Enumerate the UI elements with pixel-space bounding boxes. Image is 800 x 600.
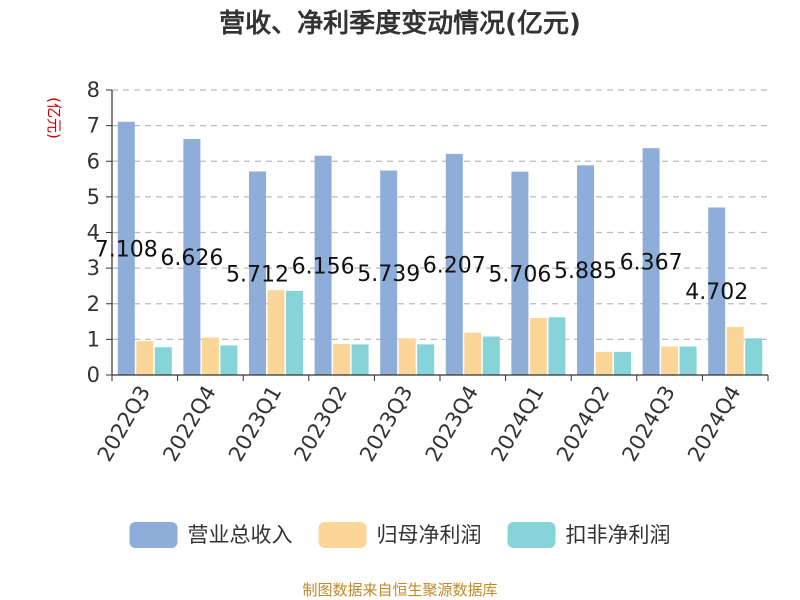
bar-3-2024Q2: [614, 351, 631, 375]
bar-3-2022Q4: [220, 345, 238, 375]
y-tick-label: 5: [87, 185, 100, 209]
bar-3-2023Q1: [286, 290, 303, 375]
bar-1-2023Q4: [445, 153, 463, 375]
grid: [112, 89, 768, 340]
source-note: 制图数据来自恒生聚源数据库: [302, 581, 497, 599]
data-label: 4.702: [685, 280, 748, 305]
x-tick-label: 2024Q1: [486, 382, 548, 466]
x-tick-label: 2023Q2: [289, 382, 351, 466]
y-tick-label: 7: [87, 114, 100, 138]
y-tick-label: 4: [87, 221, 100, 245]
y-tick-label: 8: [87, 78, 100, 102]
bar-2-2022Q3: [136, 341, 154, 375]
bar-1-2024Q4: [708, 207, 726, 375]
bar-3-2022Q3: [154, 347, 172, 375]
y-axis-unit: (亿元): [45, 97, 63, 139]
data-label: 5.885: [554, 259, 617, 284]
bar-2-2023Q2: [333, 344, 351, 375]
bar-1-2022Q4: [183, 138, 201, 375]
bar-1-2023Q1: [249, 171, 266, 375]
bar-1-2024Q1: [511, 171, 529, 375]
data-label: 6.156: [292, 254, 355, 279]
bar-3-2023Q2: [351, 344, 369, 375]
x-tick-label: 2024Q2: [552, 382, 614, 466]
data-label: 6.207: [423, 253, 486, 278]
y-tick-label: 1: [87, 327, 100, 351]
data-label: 5.712: [226, 262, 289, 287]
bar-2-2024Q2: [595, 351, 613, 375]
x-tick-label: 2023Q4: [421, 382, 483, 466]
bar-2-2023Q1: [267, 290, 285, 375]
bar-3-2023Q4: [482, 336, 500, 375]
x-tick-label: 2022Q3: [93, 382, 155, 466]
legend-swatch: [507, 522, 556, 548]
chart-title: 营收、净利季度变动情况(亿元): [219, 8, 581, 39]
bar-2-2022Q4: [201, 337, 219, 375]
legend-label: 营业总收入: [188, 523, 293, 547]
bar-3-2024Q4: [745, 338, 763, 375]
data-label: 5.739: [357, 262, 420, 287]
y-tick-label: 3: [87, 256, 100, 280]
bar-1-2024Q2: [577, 165, 594, 375]
x-tick-label: 2022Q4: [158, 382, 220, 466]
data-label: 6.626: [160, 246, 223, 271]
y-tick-label: 0: [87, 363, 100, 387]
bar-2-2024Q3: [661, 346, 679, 375]
x-tick-label: 2024Q3: [617, 382, 679, 466]
bars: [117, 121, 763, 375]
data-label: 6.367: [620, 251, 683, 276]
legend-swatch: [129, 522, 178, 548]
y-tick-label: 2: [87, 292, 100, 316]
legend-swatch: [318, 522, 367, 548]
bar-2-2024Q1: [529, 318, 547, 375]
legend-label: 归母净利润: [377, 523, 482, 547]
bar-2-2024Q4: [726, 326, 744, 375]
bar-3-2024Q3: [679, 346, 697, 375]
data-label: 7.108: [95, 237, 158, 262]
bar-3-2023Q3: [417, 344, 435, 375]
bar-2-2023Q4: [464, 332, 482, 375]
bar-2-2023Q3: [398, 338, 416, 375]
bar-1-2023Q3: [380, 170, 398, 375]
bar-3-2024Q1: [548, 317, 566, 375]
x-tick-label: 2024Q4: [683, 382, 745, 466]
y-tick-label: 6: [87, 149, 100, 173]
x-tick-label: 2023Q3: [355, 382, 417, 466]
bar-1-2024Q3: [642, 148, 660, 375]
legend-label: 扣非净利润: [566, 523, 671, 547]
bar-1-2022Q3: [117, 121, 135, 375]
bar-1-2023Q2: [314, 155, 332, 375]
legend: 营业总收入 归母净利润 扣非净利润: [129, 522, 671, 548]
data-label: 5.706: [488, 262, 551, 287]
x-tick-label: 2023Q1: [224, 382, 286, 466]
